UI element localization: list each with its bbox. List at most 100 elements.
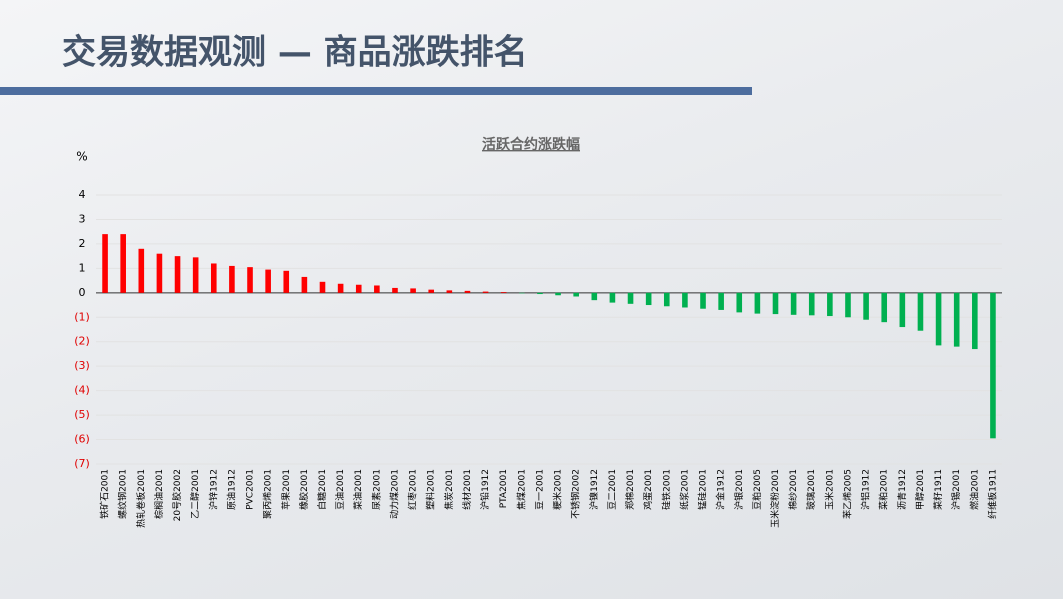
bar	[990, 292, 996, 439]
x-tick-label: 苯乙烯2005	[841, 469, 853, 519]
x-tick-label: 聚丙烯2001	[262, 469, 274, 519]
x-tick-label: 玉米淀粉2001	[769, 469, 781, 528]
bar	[138, 248, 145, 293]
x-tick-label: 沪银2001	[733, 469, 745, 510]
bar	[772, 292, 779, 315]
x-tick-label: 棕榈油2001	[153, 469, 165, 519]
y-tick-label: 4	[79, 188, 86, 201]
x-tick-label: 焦炭2001	[443, 469, 455, 510]
bar	[972, 292, 978, 350]
bar	[808, 292, 815, 316]
bar	[301, 276, 308, 293]
x-tick-label: 焦煤2001	[515, 469, 527, 510]
bar	[374, 285, 380, 293]
y-tick-label: (5)	[74, 408, 90, 421]
bar	[663, 292, 670, 307]
bar	[337, 283, 344, 293]
x-tick-label: 粳米2001	[552, 469, 564, 510]
bar	[627, 292, 634, 304]
bar	[192, 257, 199, 293]
bar	[573, 292, 579, 297]
bar	[120, 234, 126, 293]
bar	[500, 292, 507, 293]
x-tick-label: 沪金1912	[715, 469, 727, 510]
bar	[935, 292, 942, 346]
x-tick-label: 20号胶2002	[171, 469, 183, 521]
x-tick-label: 郑棉2001	[624, 469, 636, 510]
bar	[156, 253, 163, 293]
bar	[482, 291, 489, 293]
x-tick-label: 鸡蛋2001	[642, 469, 654, 510]
bar	[428, 289, 435, 293]
bar	[174, 256, 181, 293]
bar	[537, 292, 543, 295]
bar	[953, 292, 960, 347]
y-tick-label: 2	[79, 237, 86, 250]
x-tick-label: 菜油2001	[352, 469, 364, 510]
bar	[645, 292, 652, 306]
y-tick-label: 0	[79, 286, 86, 299]
x-tick-label: 沪铅1912	[479, 469, 491, 510]
x-tick-label: 纸浆2001	[678, 469, 690, 510]
bar	[718, 292, 724, 310]
x-tick-label: 线材2001	[461, 469, 473, 510]
bar	[754, 292, 761, 314]
x-tick-label: 不锈钢2002	[570, 469, 582, 519]
x-tick-label: 豆粕2005	[751, 469, 763, 510]
bar	[247, 267, 253, 293]
x-tick-label: 乙二醇2001	[189, 469, 201, 519]
x-tick-label: 菜粕2001	[878, 469, 890, 510]
bar	[265, 269, 271, 293]
x-tick-label: 玉米2001	[823, 469, 835, 510]
x-tick-label: 沪锡2001	[950, 469, 962, 510]
bar	[845, 292, 851, 318]
x-tick-label: PVC2001	[246, 469, 256, 510]
x-tick-label: 原油1912	[225, 469, 237, 510]
bar	[410, 288, 416, 293]
bar	[863, 292, 869, 320]
x-tick-label: 苹果2001	[280, 469, 292, 510]
x-tick-label: 沥青1912	[896, 469, 908, 510]
title-bar	[0, 87, 752, 95]
bar	[555, 292, 561, 296]
bar	[609, 292, 616, 303]
x-tick-label: 燃油2001	[968, 469, 980, 510]
x-tick-label: 玻璃2001	[805, 469, 817, 510]
x-tick-label: 动力煤2001	[388, 469, 400, 519]
x-tick-label: 铁矿石2001	[99, 469, 111, 519]
x-tick-label: 沪铝1912	[860, 469, 872, 510]
x-tick-label: 沪镍1912	[588, 469, 600, 510]
bar	[827, 292, 833, 317]
bar	[446, 290, 453, 293]
chart-title: 活跃合约涨跌幅	[482, 136, 580, 153]
bar	[591, 292, 598, 301]
x-tick-label: 甲醇2001	[914, 469, 926, 510]
x-tick-label: 豆一2001	[534, 469, 545, 510]
x-tick-label: 纤维板1911	[986, 469, 998, 519]
x-tick-label: 豆二2001	[607, 469, 618, 510]
y-tick-label: (4)	[74, 384, 90, 397]
x-tick-label: 热轧卷板2001	[135, 469, 147, 528]
x-tick-label: 硅铁2001	[660, 469, 672, 510]
bar	[392, 287, 398, 293]
bar	[229, 265, 235, 293]
bar	[736, 292, 743, 313]
y-tick-label: 1	[79, 261, 86, 274]
bar	[102, 234, 108, 293]
x-tick-label: 红枣2001	[407, 469, 419, 510]
bar	[355, 284, 362, 293]
x-tick-label: 尿素2001	[370, 469, 382, 510]
bar	[319, 281, 326, 293]
y-axis-label: %	[76, 150, 87, 164]
x-tick-label: 橡胶2001	[298, 469, 310, 510]
y-tick-label: (2)	[74, 335, 90, 348]
y-tick-label: (1)	[74, 310, 90, 323]
x-tick-label: 沪锌1912	[207, 469, 219, 510]
bar	[700, 292, 706, 309]
bar	[283, 270, 290, 293]
bar	[917, 292, 924, 331]
y-tick-label: 3	[79, 212, 86, 225]
page-title: 交易数据观测 — 商品涨跌排名	[62, 33, 528, 73]
